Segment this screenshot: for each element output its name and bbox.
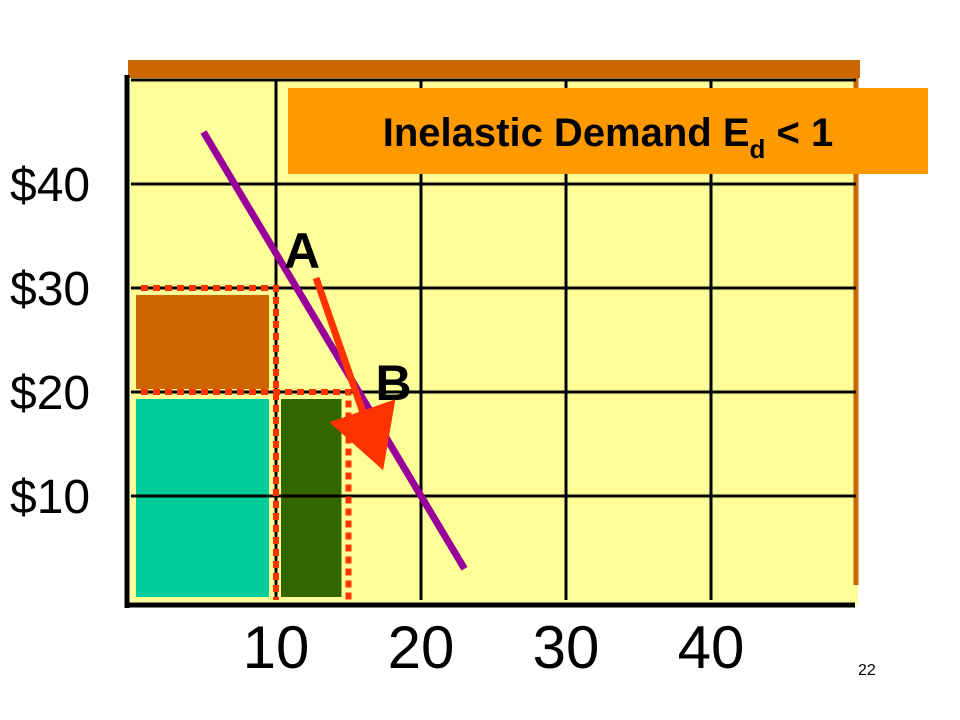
x-tick-2: 30 [533,614,600,681]
y-tick-0: $10 [10,471,90,524]
movement-arrow [312,276,396,471]
demand-curve [200,130,468,571]
area-1 [136,399,269,597]
area-0 [136,295,269,389]
title-suffix: < 1 [765,111,833,155]
y-tick-3: $40 [10,159,90,212]
price-quantity-areas [136,295,342,597]
page-number: 22 [858,662,876,679]
title-box [288,88,928,174]
point-a-label: A [284,223,320,279]
x-tick-3: 40 [678,614,745,681]
title-main: Inelastic Demand E [383,111,750,155]
area-2 [281,399,342,597]
title-subscript: d [750,134,766,164]
point-b-label: B [376,355,412,411]
x-tick-1: 20 [388,614,455,681]
y-tick-1: $20 [10,367,90,420]
guide-b [141,389,352,600]
chart-title: Inelastic Demand Ed < 1 [383,111,834,164]
guide-a [141,285,279,600]
y-tick-labels: $10 $20 $30 $40 [10,159,90,524]
y-tick-2: $30 [10,263,90,316]
guide-lines [141,285,352,600]
x-tick-0: 10 [243,614,310,681]
x-tick-labels: 10 20 30 40 [243,614,745,681]
